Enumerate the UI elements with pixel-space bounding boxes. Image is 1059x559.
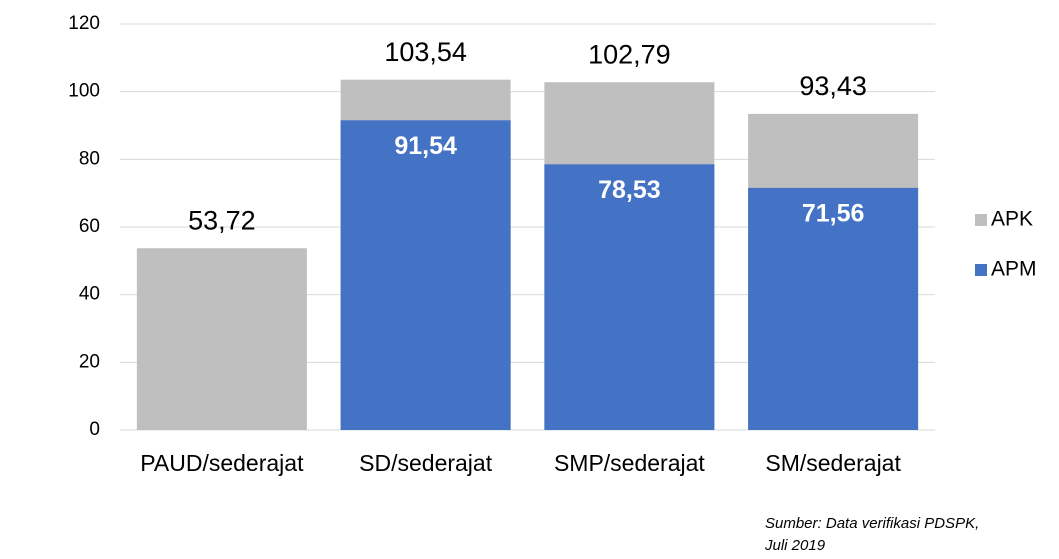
legend-swatch: [975, 214, 987, 226]
source-note: Sumber: Data verifikasi PDSPK,: [765, 515, 979, 532]
value-label: 102,79: [588, 39, 671, 69]
legend-swatch: [975, 264, 987, 276]
y-tick-label: 20: [79, 351, 100, 372]
y-tick-label: 60: [79, 216, 100, 237]
legend-label: APK: [991, 208, 1033, 231]
value-label: 91,54: [394, 132, 457, 160]
y-tick-label: 100: [68, 81, 100, 102]
value-label: 71,56: [802, 199, 865, 227]
bar: [136, 248, 307, 430]
bar: [340, 120, 511, 430]
value-label: 93,43: [799, 71, 867, 101]
x-tick-label: PAUD/sederajat: [140, 450, 304, 476]
value-label: 103,54: [384, 37, 467, 67]
y-tick-label: 80: [79, 148, 100, 169]
x-tick-label: SMP/sederajat: [554, 450, 705, 476]
source-note: Juli 2019: [764, 537, 826, 554]
x-tick-label: SD/sederajat: [359, 450, 493, 476]
x-tick-label: SM/sederajat: [765, 450, 901, 476]
y-tick-label: 120: [68, 13, 100, 34]
y-tick-label: 0: [89, 419, 100, 440]
value-label: 53,72: [188, 205, 256, 235]
bar: [748, 187, 919, 430]
value-label: 78,53: [598, 176, 661, 204]
legend-label: APM: [991, 258, 1037, 281]
bar: [544, 164, 715, 431]
y-tick-label: 40: [79, 284, 100, 305]
